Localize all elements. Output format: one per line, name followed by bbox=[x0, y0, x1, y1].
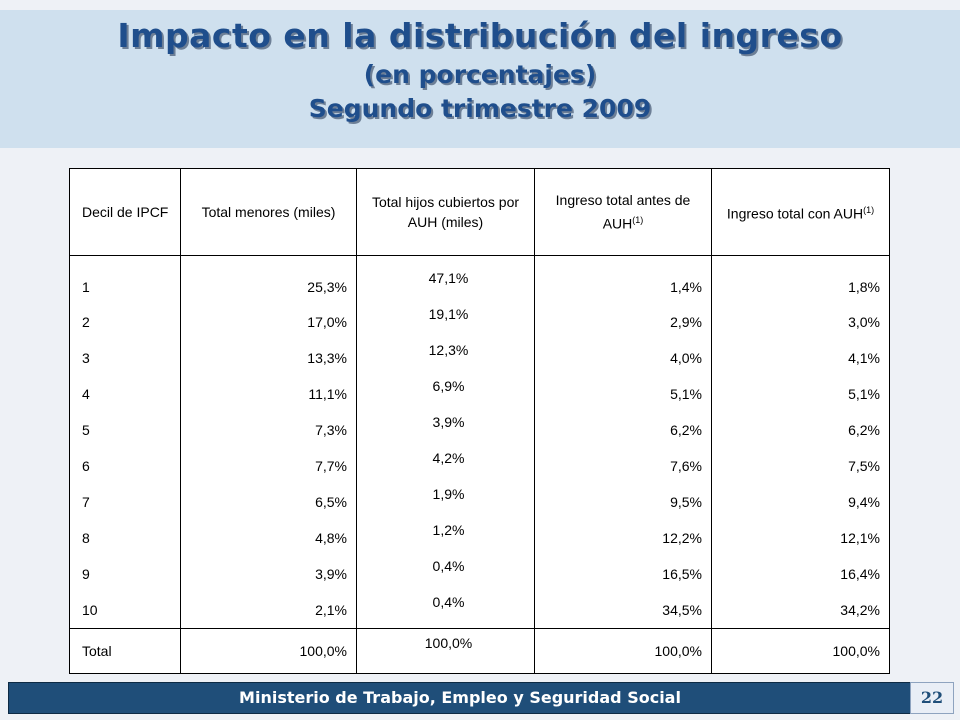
table-row: 3 13,3% 12,3% 4,0% 4,1% bbox=[69, 340, 890, 376]
cell-ingreso-antes: 16,5% bbox=[534, 556, 712, 592]
cell-decil: 6 bbox=[69, 448, 181, 484]
cell-ingreso-antes: 5,1% bbox=[534, 376, 712, 412]
cell-decil: 1 bbox=[69, 255, 181, 304]
cell-ingreso-antes: 12,2% bbox=[534, 520, 712, 556]
cell-hijos-auh: 0,4% bbox=[356, 556, 535, 592]
table-total-row: Total 100,0% 100,0% 100,0% 100,0% bbox=[69, 628, 890, 674]
cell-ingreso-con: 6,2% bbox=[711, 412, 890, 448]
header-decil: Decil de IPCF bbox=[69, 168, 181, 256]
cell-decil: 9 bbox=[69, 556, 181, 592]
table-row: 1 25,3% 47,1% 1,4% 1,8% bbox=[69, 255, 890, 304]
cell-decil: 2 bbox=[69, 304, 181, 340]
cell-ingreso-antes: 6,2% bbox=[534, 412, 712, 448]
cell-total-menores: 13,3% bbox=[180, 340, 357, 376]
header-total-menores: Total menores (miles) bbox=[180, 168, 357, 256]
page-subtitle: (en porcentajes) bbox=[363, 60, 597, 89]
cell-decil: 8 bbox=[69, 520, 181, 556]
page-period: Segundo trimestre 2009 bbox=[308, 94, 652, 123]
cell-ingreso-antes: 7,6% bbox=[534, 448, 712, 484]
footnote-marker: (1) bbox=[863, 205, 875, 216]
header-ingreso-antes: Ingreso total antes de AUH(1) bbox=[534, 168, 712, 256]
title-block: Impacto en la distribución del ingreso (… bbox=[0, 14, 960, 126]
table-row: 8 4,8% 1,2% 12,2% 12,1% bbox=[69, 520, 890, 556]
table-row: 5 7,3% 3,9% 6,2% 6,2% bbox=[69, 412, 890, 448]
cell-total-menores-total: 100,0% bbox=[180, 628, 357, 674]
cell-ingreso-antes: 9,5% bbox=[534, 484, 712, 520]
cell-ingreso-con: 5,1% bbox=[711, 376, 890, 412]
cell-hijos-auh-total: 100,0% bbox=[356, 628, 535, 674]
cell-ingreso-antes-total: 100,0% bbox=[534, 628, 712, 674]
cell-total-menores: 4,8% bbox=[180, 520, 357, 556]
cell-ingreso-antes: 1,4% bbox=[534, 255, 712, 304]
table-row: 9 3,9% 0,4% 16,5% 16,4% bbox=[69, 556, 890, 592]
header-hijos-auh: Total hijos cubiertos por AUH (miles) bbox=[356, 168, 535, 256]
cell-ingreso-con: 1,8% bbox=[711, 255, 890, 304]
cell-decil: 4 bbox=[69, 376, 181, 412]
cell-total-menores: 11,1% bbox=[180, 376, 357, 412]
page-number: 22 bbox=[910, 682, 954, 714]
table-row: 7 6,5% 1,9% 9,5% 9,4% bbox=[69, 484, 890, 520]
cell-hijos-auh: 12,3% bbox=[356, 340, 535, 376]
cell-total-menores: 17,0% bbox=[180, 304, 357, 340]
cell-ingreso-antes: 2,9% bbox=[534, 304, 712, 340]
cell-ingreso-con: 16,4% bbox=[711, 556, 890, 592]
table-header-row: Decil de IPCF Total menores (miles) Tota… bbox=[69, 168, 890, 256]
cell-ingreso-con: 34,2% bbox=[711, 592, 890, 629]
cell-total-menores: 2,1% bbox=[180, 592, 357, 629]
cell-total-menores: 6,5% bbox=[180, 484, 357, 520]
cell-decil: 7 bbox=[69, 484, 181, 520]
cell-hijos-auh: 0,4% bbox=[356, 592, 535, 629]
footer-ministry: Ministerio de Trabajo, Empleo y Segurida… bbox=[239, 688, 681, 707]
cell-total-menores: 3,9% bbox=[180, 556, 357, 592]
header-ingreso-con: Ingreso total con AUH(1) bbox=[711, 168, 890, 256]
cell-hijos-auh: 47,1% bbox=[356, 255, 535, 304]
cell-total-menores: 25,3% bbox=[180, 255, 357, 304]
page-title: Impacto en la distribución del ingreso bbox=[117, 16, 843, 55]
table-row: 4 11,1% 6,9% 5,1% 5,1% bbox=[69, 376, 890, 412]
cell-decil-total: Total bbox=[69, 628, 181, 674]
footnote-marker: (1) bbox=[632, 215, 644, 226]
cell-hijos-auh: 1,9% bbox=[356, 484, 535, 520]
title-band bbox=[0, 10, 960, 148]
cell-ingreso-con: 4,1% bbox=[711, 340, 890, 376]
cell-ingreso-con-total: 100,0% bbox=[711, 628, 890, 674]
cell-hijos-auh: 6,9% bbox=[356, 376, 535, 412]
cell-ingreso-con: 12,1% bbox=[711, 520, 890, 556]
cell-ingreso-con: 7,5% bbox=[711, 448, 890, 484]
cell-decil: 3 bbox=[69, 340, 181, 376]
footer-bar: Ministerio de Trabajo, Empleo y Segurida… bbox=[8, 682, 912, 714]
cell-ingreso-con: 3,0% bbox=[711, 304, 890, 340]
table-row: 6 7,7% 4,2% 7,6% 7,5% bbox=[69, 448, 890, 484]
cell-ingreso-antes: 34,5% bbox=[534, 592, 712, 629]
cell-ingreso-antes: 4,0% bbox=[534, 340, 712, 376]
cell-hijos-auh: 4,2% bbox=[356, 448, 535, 484]
table-row: 10 2,1% 0,4% 34,5% 34,2% bbox=[69, 592, 890, 629]
cell-ingreso-con: 9,4% bbox=[711, 484, 890, 520]
income-distribution-table: Decil de IPCF Total menores (miles) Tota… bbox=[69, 168, 890, 674]
cell-decil: 10 bbox=[69, 592, 181, 629]
table-row: 2 17,0% 19,1% 2,9% 3,0% bbox=[69, 304, 890, 340]
cell-decil: 5 bbox=[69, 412, 181, 448]
cell-hijos-auh: 1,2% bbox=[356, 520, 535, 556]
cell-total-menores: 7,3% bbox=[180, 412, 357, 448]
cell-total-menores: 7,7% bbox=[180, 448, 357, 484]
cell-hijos-auh: 3,9% bbox=[356, 412, 535, 448]
cell-hijos-auh: 19,1% bbox=[356, 304, 535, 340]
